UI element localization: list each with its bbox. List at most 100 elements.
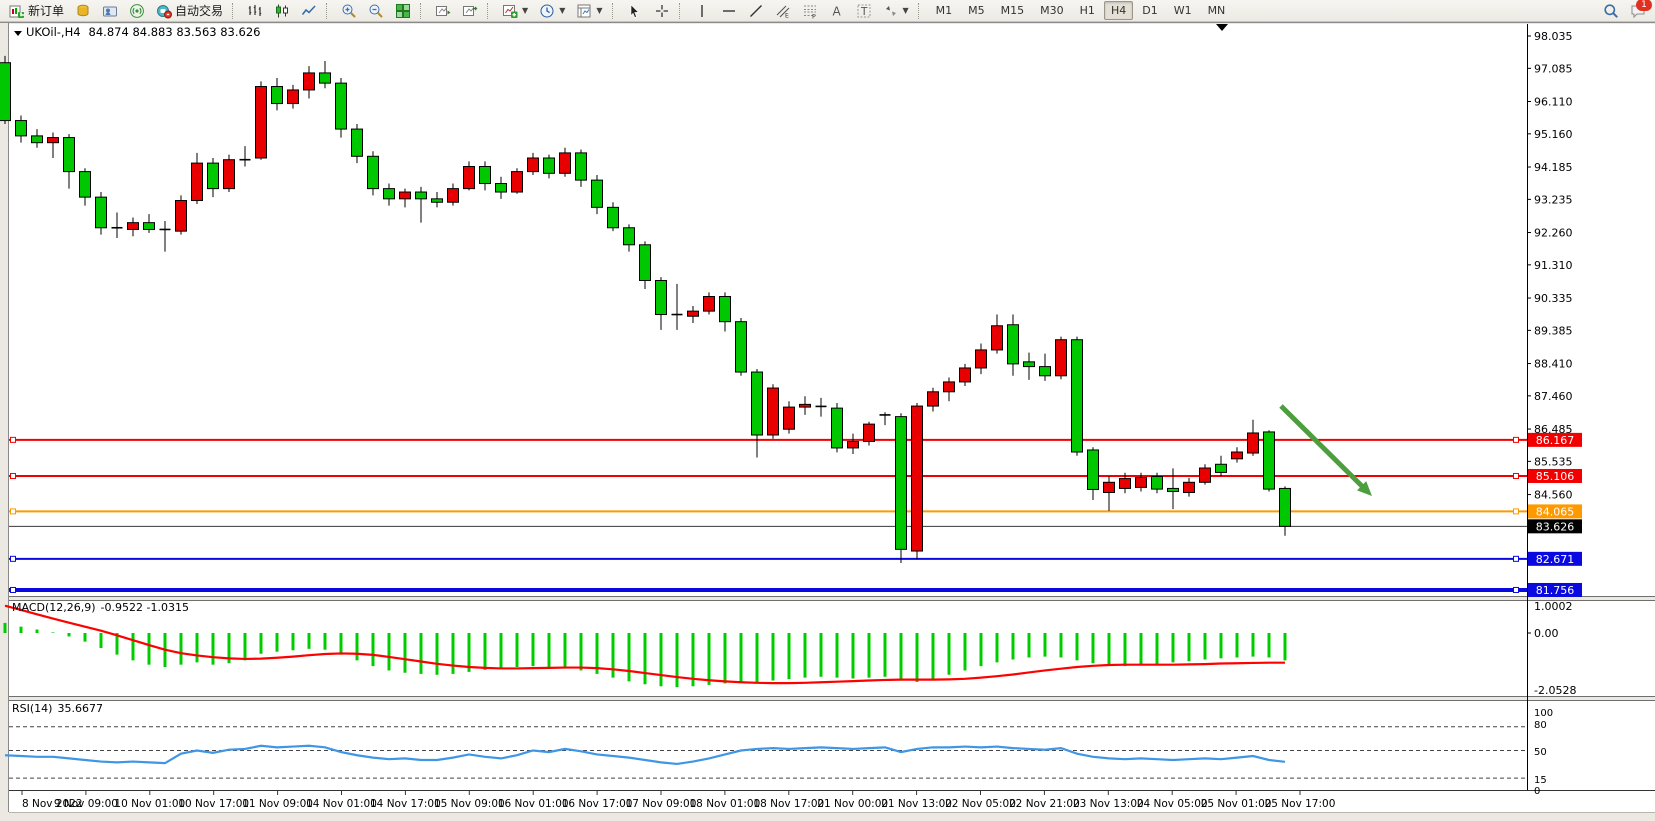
price-tag-86.167 [1528,432,1582,447]
candlestick-series [0,55,1291,563]
chart-window[interactable]: 86.167 85.106 84.065 83.626 82.671 81.756 98.… [0,22,1655,821]
candle-body [719,295,731,323]
text-a-icon: A [829,3,845,19]
symbol-title: UKOil-,H4 [26,25,81,39]
time-axis-label: 9 Nov 09:00 [54,798,118,810]
line-handle[interactable] [10,508,16,515]
channel-button[interactable]: E [770,0,796,21]
text-button[interactable]: A [824,0,850,21]
cursor-button[interactable] [622,0,648,21]
line-handle[interactable] [1513,436,1519,443]
candle-body [175,200,187,232]
timeframe-mn-button[interactable]: MN [1207,4,1226,17]
time-axis-label: 17 Nov 09:00 [626,798,697,810]
candle-body [127,222,139,230]
candle-body [319,72,331,84]
search-button[interactable] [1598,0,1624,21]
timeframe-w1-button[interactable]: W1 [1173,4,1192,17]
candle-body [991,325,1003,351]
candle-body [95,196,107,229]
timeframe-m5-button[interactable]: M5 [968,4,985,17]
notifications-button[interactable]: 1 [1625,0,1652,21]
zoom-out-button[interactable] [363,0,389,21]
bar-chart-icon [247,3,263,19]
market-watch-button[interactable] [70,0,96,21]
time-axis-label: 23 Nov 13:00 [1073,798,1144,810]
crosshair-button[interactable] [649,0,675,21]
macd-panel: 1.0002 0.00 -2.0528 [3,600,1576,697]
market-watch-icon [75,3,91,19]
zoom-in-button[interactable] [336,0,362,21]
navigator-icon [102,3,118,19]
line-handle[interactable] [1513,586,1519,593]
autotrading-label: 自动交易 [175,4,224,18]
candle-body [31,135,43,144]
trendline-button[interactable] [743,0,769,21]
chart-shift-marker[interactable] [1216,24,1228,31]
indicators-button[interactable]: ▼ [497,0,533,21]
toolbar-separator [487,2,493,19]
timeframe-d1-button[interactable]: D1 [1142,4,1158,17]
time-axis-label: 21 Nov 13:00 [881,798,952,810]
line-handle[interactable] [1513,472,1519,479]
line-handle[interactable] [10,555,16,562]
time-axis-label: 10 Nov 01:00 [114,798,185,810]
autotrading-icon [156,3,173,19]
periods-button[interactable]: ▼ [534,0,570,21]
signals-button[interactable] [124,0,150,21]
horizontal-level-lines[interactable]: 86.167 85.106 84.065 83.626 82.671 81.756 [9,432,1582,597]
line-handle[interactable] [10,436,16,443]
line-handle[interactable] [1513,508,1519,515]
timeframe-m15-button[interactable]: M15 [1000,4,1025,17]
line-handle[interactable] [10,586,16,593]
new-order-button[interactable]: 新订单 [4,0,69,21]
templates-button[interactable]: ▼ [571,0,607,21]
price-axis-label: 89.385 [1534,324,1573,337]
vertical-line-button[interactable] [689,0,715,21]
fibonacci-button[interactable]: F [797,0,823,21]
chart-shift-button[interactable] [457,0,483,21]
price-axis-label: 85.535 [1534,455,1573,468]
candle-body [607,206,619,229]
timeframe-h4-button[interactable]: H4 [1103,1,1134,20]
candle-chart-button[interactable] [269,0,295,21]
bar-chart-button[interactable] [242,0,268,21]
auto-scroll-icon [435,3,451,19]
candle-body [271,86,283,105]
rsi-axis-label: 15 [1534,775,1547,786]
line-chart-button[interactable] [296,0,322,21]
price-tag-text: 85.106 [1536,470,1575,483]
navigator-button[interactable] [97,0,123,21]
horizontal-line-button[interactable] [716,0,742,21]
price-axis-label: 95.160 [1534,128,1573,141]
line-handle[interactable] [1513,555,1519,562]
trend-arrow-object[interactable] [1279,404,1372,496]
candle-body [1119,478,1131,489]
green-arrow-head[interactable] [1357,481,1372,496]
symbol-dropdown-icon[interactable] [14,31,22,36]
candle-body [623,227,635,246]
green-arrow-line[interactable] [1279,404,1367,491]
auto-scroll-button[interactable] [430,0,456,21]
candle-body [751,371,763,436]
price-axis-label: 93.235 [1534,193,1573,206]
candle-body [527,157,539,173]
periods-clock-icon [539,3,555,19]
timeframe-m30-button[interactable]: M30 [1040,4,1064,17]
timeframe-m1-button[interactable]: M1 [935,4,953,17]
price-axis[interactable]: 98.035 97.085 96.110 95.160 94.185 93.235 92.2… [1527,30,1573,502]
time-axis-label: 25 Nov 17:00 [1265,798,1336,810]
price-axis-label: 94.185 [1534,161,1573,174]
price-tag-85.106 [1528,468,1582,483]
candle-body [687,310,699,317]
line-handle[interactable] [10,472,16,479]
text-label-button[interactable]: T [851,0,877,21]
arrows-button[interactable]: ▼ [878,0,914,21]
timeframe-h1-button[interactable]: H1 [1079,4,1095,17]
candle-body [335,82,347,130]
candle-body [143,222,155,230]
candle-body [479,166,491,185]
autotrading-button[interactable]: 自动交易 [151,0,228,21]
tile-windows-button[interactable] [390,0,416,21]
